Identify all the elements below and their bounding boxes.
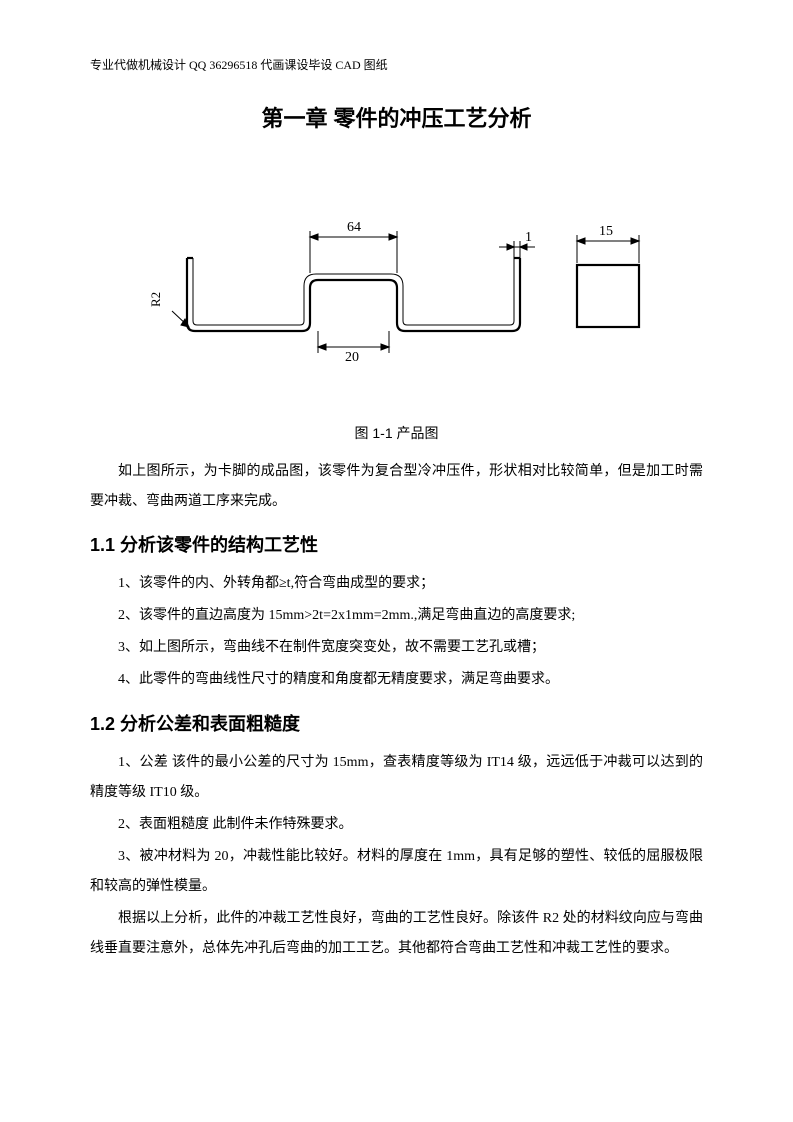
figure-1-1: 64 1 20: [90, 213, 703, 393]
s2-item-3: 3、被冲材料为 20，冲裁性能比较好。材料的厚度在 1mm，具有足够的塑性、较低…: [90, 842, 703, 902]
s1-item-4: 4、此零件的弯曲线性尺寸的精度和角度都无精度要求，满足弯曲要求。: [90, 665, 703, 695]
s1-item-1: 1、该零件的内、外转角都≥t,符合弯曲成型的要求；: [90, 569, 703, 599]
dim-depth: 15: [599, 224, 613, 239]
s1-item-3: 3、如上图所示，弯曲线不在制件宽度突变处，故不需要工艺孔或槽；: [90, 633, 703, 663]
dim-radius: R2: [148, 292, 163, 307]
dim-top-width: 64: [347, 220, 361, 235]
dim-thickness: 1: [525, 230, 532, 245]
dim-bottom-width: 20: [345, 350, 359, 365]
intro-paragraph: 如上图所示，为卡脚的成品图，该零件为复合型冷冲压件，形状相对比较简单，但是加工时…: [90, 457, 703, 517]
s2-conclusion: 根据以上分析，此件的冲裁工艺性良好，弯曲的工艺性良好。除该件 R2 处的材料纹向…: [90, 904, 703, 964]
page-header: 专业代做机械设计 QQ 36296518 代画课设毕设 CAD 图纸: [90, 56, 703, 73]
figure-caption: 图 1-1 产品图: [90, 423, 703, 443]
s2-item-1: 1、公差 该件的最小公差的尺寸为 15mm，查表精度等级为 IT14 级，远远低…: [90, 748, 703, 808]
chapter-title: 第一章 零件的冲压工艺分析: [90, 101, 703, 133]
s1-item-2: 2、该零件的直边高度为 15mm>2t=2x1mm=2mm.,满足弯曲直边的高度…: [90, 601, 703, 631]
section-2-title: 1.2 分析公差和表面粗糙度: [90, 710, 703, 736]
section-1-title: 1.1 分析该零件的结构工艺性: [90, 531, 703, 557]
s2-item-2: 2、表面粗糙度 此制件未作特殊要求。: [90, 810, 703, 840]
